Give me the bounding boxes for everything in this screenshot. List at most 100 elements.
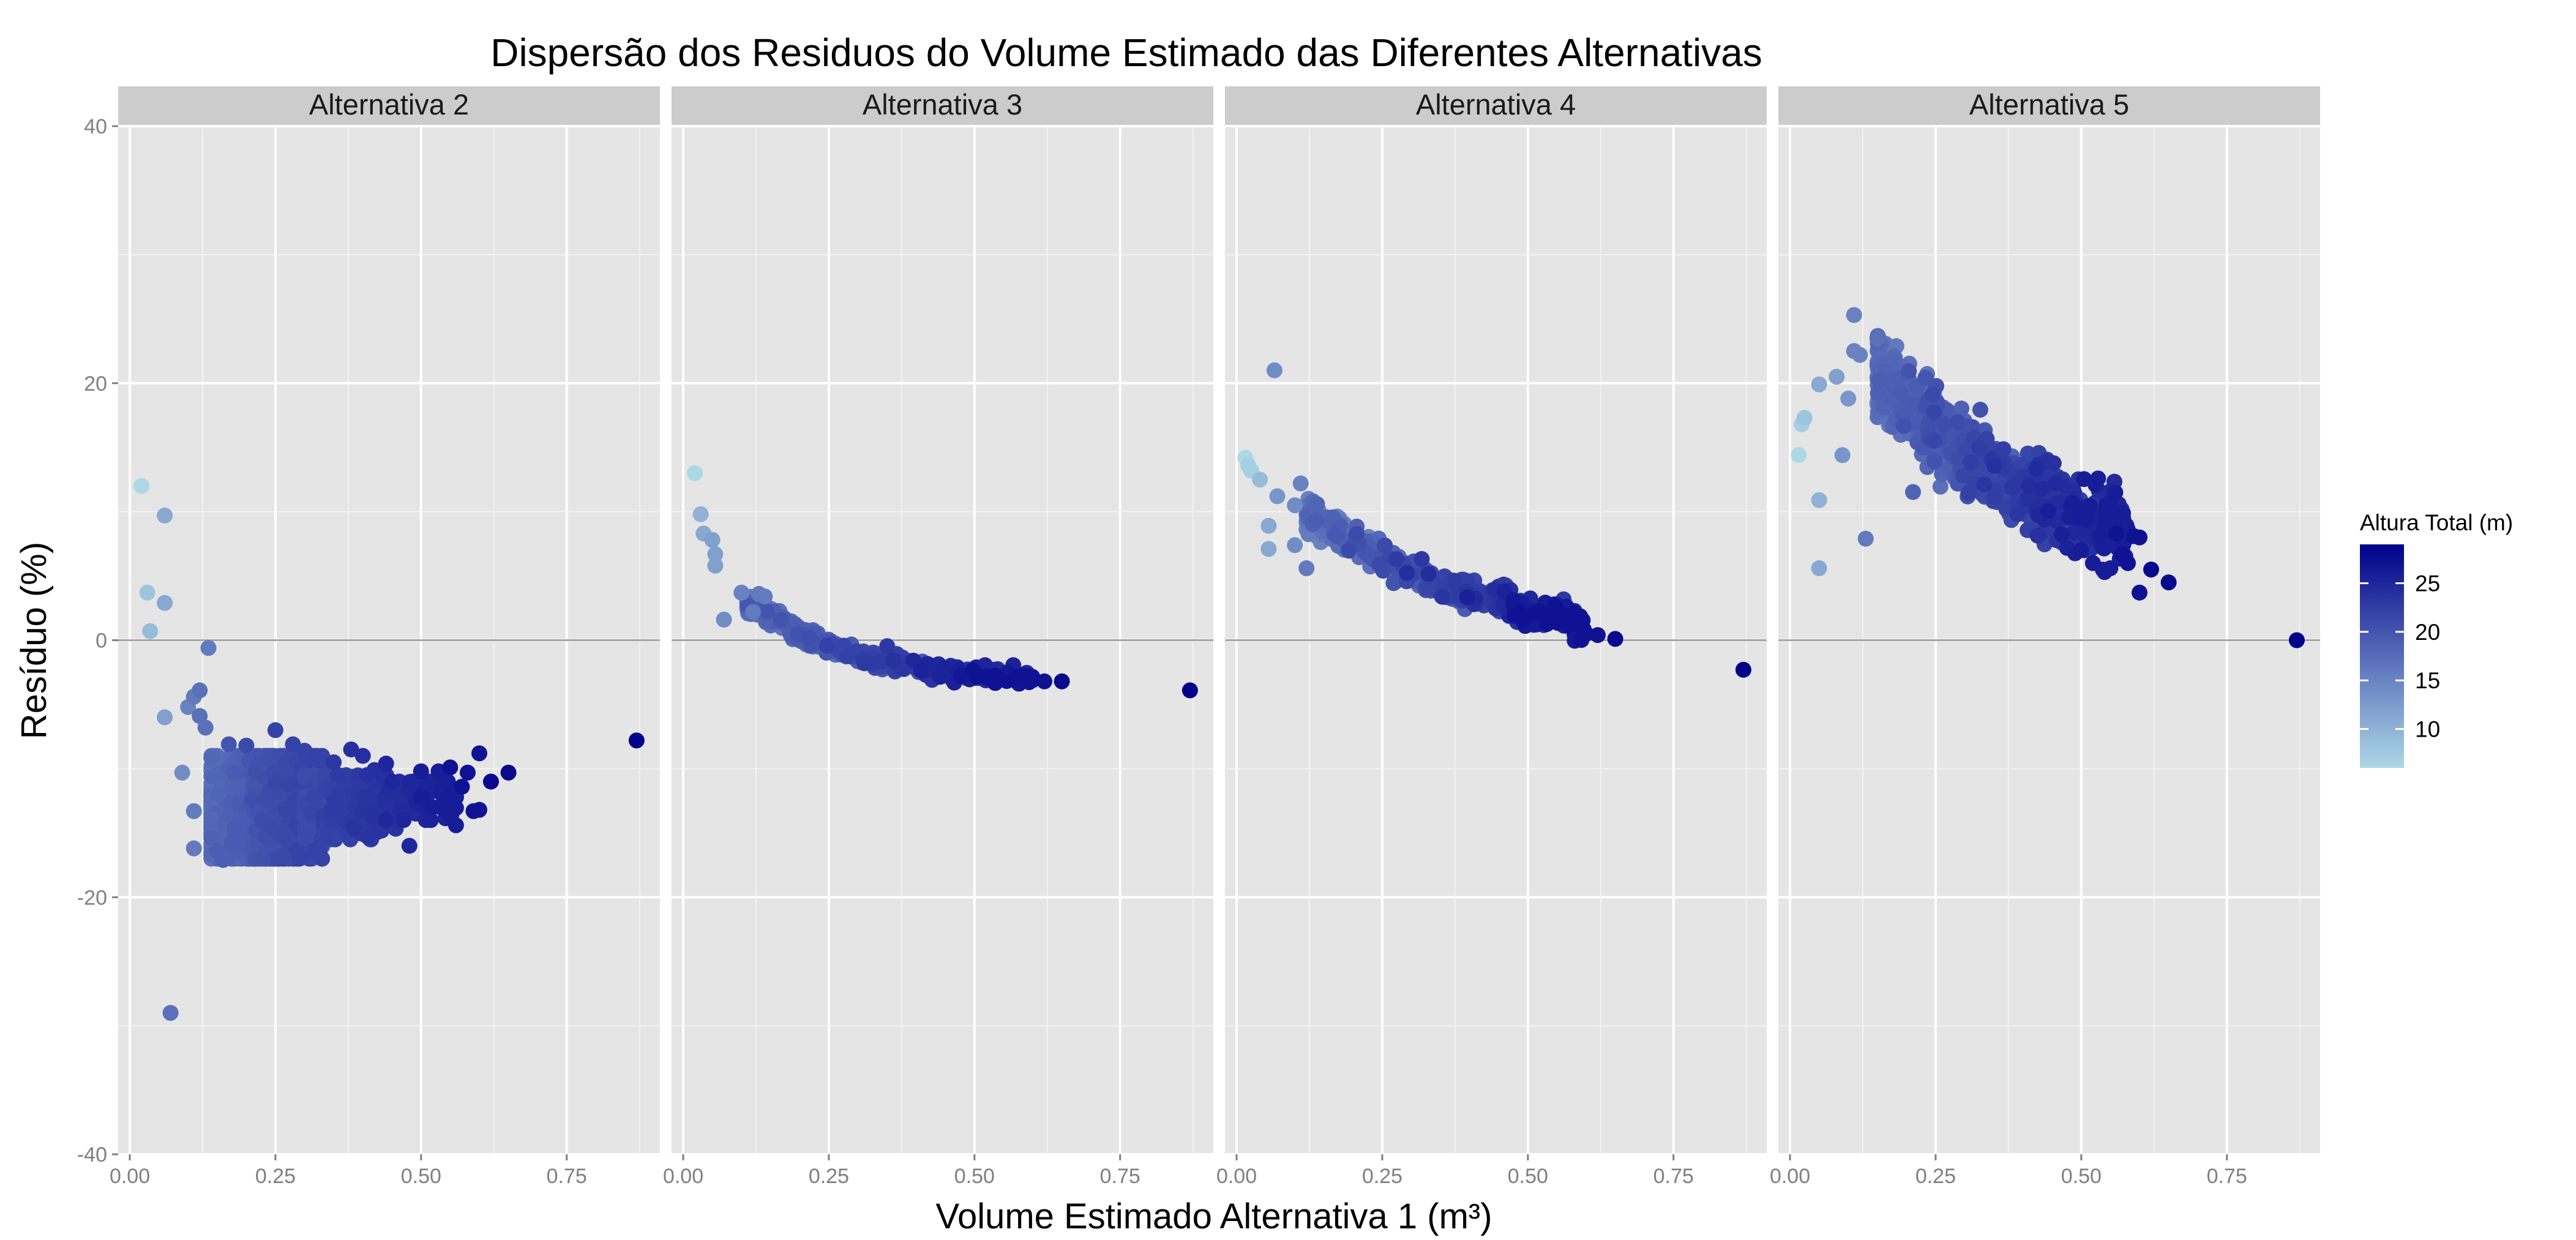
legend-colorbar (2360, 544, 2404, 768)
scatter-point (707, 546, 724, 562)
scatter-point (395, 812, 412, 829)
scatter-point (1549, 609, 1565, 626)
scatter-point (2288, 632, 2305, 648)
scatter-point (1976, 476, 1993, 493)
scatter-point (1385, 575, 1402, 592)
scatter-point (2028, 461, 2045, 477)
scatter-point (227, 822, 244, 839)
y-tick-label: 40 (84, 115, 107, 138)
facet-strip (672, 86, 1213, 126)
scatter-point (1811, 560, 1827, 576)
scatter-point (2096, 540, 2113, 557)
scatter-point (436, 792, 452, 809)
scatter-point (2108, 525, 2124, 542)
scatter-point (1036, 673, 1052, 690)
scatter-point (1308, 512, 1325, 528)
x-tick-label: 0.25 (1915, 1165, 1956, 1188)
scatter-point (346, 821, 363, 837)
scatter-point (384, 773, 400, 790)
scatter-point (2078, 511, 2094, 527)
scatter-point (174, 764, 190, 781)
scatter-point (2034, 481, 2050, 497)
legend-tick-label: 15 (2415, 668, 2440, 693)
scatter-point (424, 799, 441, 816)
scatter-point (1995, 441, 2012, 457)
scatter-point (1341, 543, 1357, 559)
scatter-point (745, 604, 762, 620)
scatter-point (1507, 607, 1523, 624)
scatter-point (2160, 574, 2177, 591)
scatter-point (628, 732, 645, 749)
scatter-point (704, 532, 721, 548)
scatter-point (1735, 661, 1751, 678)
scatter-point (692, 506, 709, 522)
scatter-points-group (687, 465, 1198, 699)
scatter-point (500, 764, 517, 781)
scatter-point (318, 829, 335, 846)
scatter-point (360, 829, 376, 845)
scatter-point (300, 828, 316, 844)
scatter-point (203, 830, 220, 846)
scatter-point (1972, 402, 1988, 418)
facet-strip (1225, 86, 1767, 126)
x-tick-label: 0.50 (401, 1165, 441, 1188)
scatter-point (819, 637, 835, 654)
x-tick-label: 0.00 (110, 1165, 150, 1188)
scatter-point (133, 478, 150, 494)
x-tick-label: 0.00 (1770, 1165, 1810, 1188)
scatter-point (1870, 385, 1886, 402)
scatter-point (2064, 495, 2081, 511)
x-tick-label: 0.50 (1508, 1165, 1548, 1188)
scatter-point (1181, 682, 1198, 699)
scatter-point (1796, 410, 1813, 426)
x-tick-label: 0.75 (1653, 1165, 1694, 1188)
scatter-point (801, 629, 818, 646)
y-tick-label: 0 (95, 629, 107, 653)
scatter-point (323, 803, 340, 819)
x-tick-label: 0.25 (1362, 1165, 1402, 1188)
x-tick-label: 0.50 (954, 1165, 995, 1188)
scatter-point (192, 682, 208, 699)
scatter-point (460, 764, 476, 781)
scatter-point (1298, 560, 1315, 576)
scatter-point (2053, 526, 2070, 543)
scatter-point (1388, 551, 1405, 568)
scatter-point (1578, 626, 1594, 642)
legend-tick-label: 20 (2415, 620, 2440, 645)
scatter-point (1292, 475, 1309, 492)
scatter-point (707, 557, 724, 574)
scatter-point (1008, 669, 1025, 686)
scatter-point (238, 737, 255, 754)
scatter-point (285, 736, 301, 753)
scatter-point (442, 759, 459, 776)
scatter-point (885, 652, 901, 669)
scatter-point (2132, 529, 2147, 546)
scatter-point (773, 612, 789, 628)
scatter-point (1926, 454, 1943, 470)
scatter-point (1829, 369, 1845, 385)
scatter-point (296, 743, 313, 759)
scatter-point (2047, 476, 2064, 492)
scatter-point (1925, 386, 1941, 403)
scatter-point (447, 817, 464, 833)
scatter-point (1871, 372, 1887, 388)
scatter-point (281, 776, 298, 792)
scatter-point (157, 595, 173, 611)
legend-tick-label: 25 (2415, 571, 2440, 596)
scatter-point (1447, 574, 1464, 590)
scatter-point (200, 640, 217, 656)
scatter-point (2081, 498, 2098, 514)
scatter-point (358, 788, 374, 805)
scatter-point (157, 709, 173, 726)
scatter-point (1526, 605, 1543, 622)
scatter-point (2076, 471, 2092, 487)
scatter-point (1054, 673, 1070, 690)
scatter-point (1901, 363, 1917, 380)
y-tick-label: 20 (84, 372, 107, 396)
x-tick-label: 0.75 (1100, 1165, 1140, 1188)
x-tick-label: 0.75 (547, 1165, 587, 1188)
scatter-point (1896, 418, 1912, 434)
x-tick-label: 0.75 (2207, 1165, 2247, 1188)
